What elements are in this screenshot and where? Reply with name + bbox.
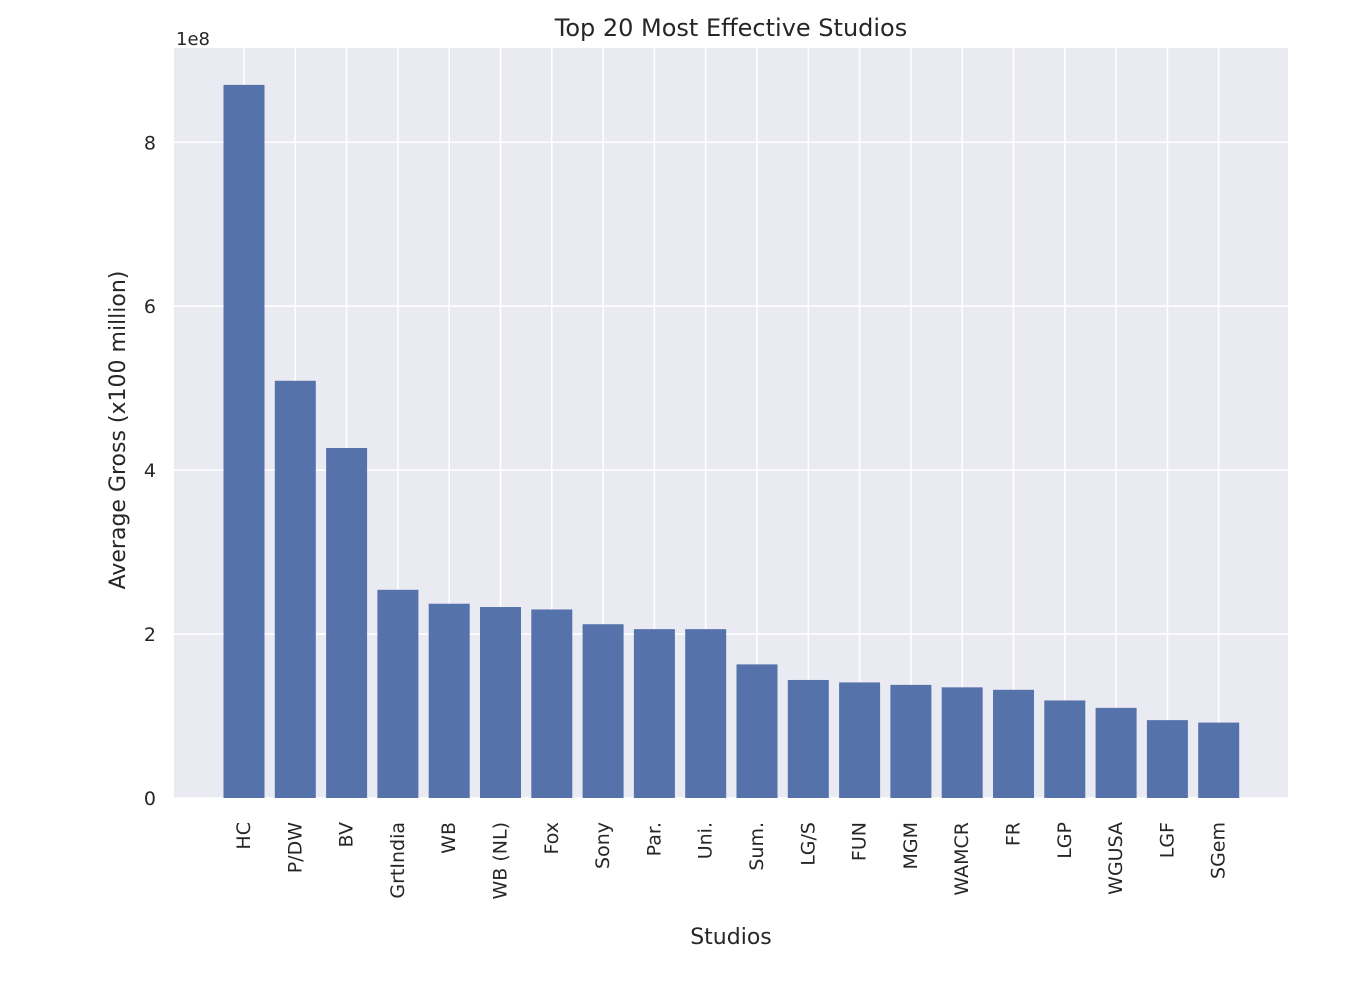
x-tick-label: WB (NL) (490, 822, 512, 899)
chart-title: Top 20 Most Effective Studios (554, 14, 908, 42)
bar-lgp (1044, 700, 1086, 798)
x-axis-label: Studios (690, 925, 772, 950)
y-tick-label: 4 (144, 460, 156, 482)
y-axis-label: Average Gross (x100 million) (106, 271, 131, 590)
bar-wamcr (941, 687, 983, 798)
y-axis-offset-label: 1e8 (176, 29, 210, 50)
x-tick-label: FUN (849, 822, 871, 861)
x-tick-label: GrtIndia (387, 822, 409, 899)
x-tick-label: Par. (643, 822, 665, 856)
bar-lgf (1146, 720, 1188, 798)
x-tick-label: LGP (1054, 822, 1076, 859)
x-tick-label: Uni. (695, 822, 717, 859)
x-tick-label: FR (1003, 822, 1025, 846)
x-tick-label: MGM (900, 822, 922, 870)
bar-p-dw (274, 380, 316, 798)
x-tick-label: Fox (541, 822, 563, 855)
bar-sony (582, 624, 624, 798)
bar-uni (685, 629, 727, 798)
x-tick-labels: HC P/DW BV GrtIndia WB WB (NL) Fox Sony Par. Uni.… (233, 822, 1230, 900)
x-tick-label: LGF (1156, 822, 1178, 858)
bar-wgusa (1095, 707, 1137, 798)
y-tick-labels: 0 2 4 6 8 (144, 132, 156, 810)
x-tick-label: P/DW (284, 822, 306, 873)
bar-wb (428, 603, 470, 798)
x-tick-label: LG/S (797, 822, 819, 866)
y-tick-label: 0 (144, 788, 156, 810)
x-tick-label: WGUSA (1105, 822, 1127, 895)
x-tick-label: Sony (592, 822, 614, 869)
x-tick-label: BV (336, 822, 358, 847)
bar-grtindia (377, 589, 419, 798)
y-tick-label: 6 (144, 296, 156, 318)
y-tick-label: 2 (144, 624, 156, 646)
bars (223, 84, 1240, 798)
bar-mgm (890, 684, 932, 798)
bar-wb-nl (480, 607, 521, 798)
bar-fun (839, 682, 881, 798)
bar-fox (531, 609, 573, 798)
x-tick-label: SGem (1208, 822, 1230, 879)
y-tick-label: 8 (144, 132, 156, 154)
bar-fr (993, 689, 1034, 798)
x-tick-label: WAMCR (951, 822, 973, 896)
bar-bv (326, 448, 368, 798)
x-tick-label: WB (438, 822, 460, 854)
x-tick-label: Sum. (746, 822, 768, 871)
bar-sgem (1198, 722, 1240, 798)
bar-sum (736, 664, 778, 798)
bar-hc (223, 84, 265, 798)
x-tick-label: HC (233, 822, 255, 850)
bar-par (633, 629, 675, 798)
bar-lg-s (787, 679, 829, 798)
